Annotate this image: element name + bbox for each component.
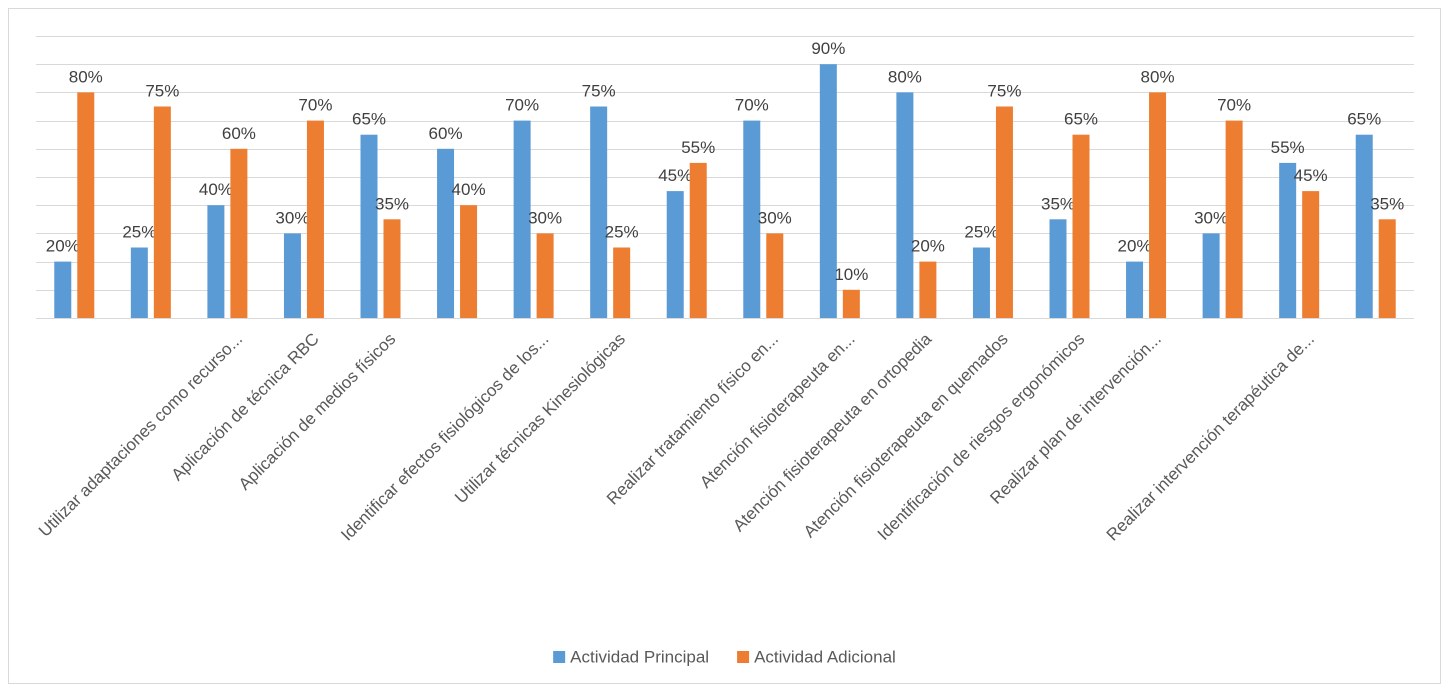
data-label: 20%: [46, 237, 80, 256]
data-label: 60%: [429, 124, 463, 143]
bar: [590, 106, 608, 318]
bar: [360, 134, 378, 318]
bar: [513, 120, 531, 318]
bar: [743, 120, 761, 318]
bar: [972, 247, 990, 318]
bar: [819, 64, 837, 318]
data-label: 25%: [605, 223, 639, 242]
data-label: 65%: [352, 110, 386, 129]
data-label: 35%: [1041, 194, 1075, 213]
data-label: 70%: [1217, 96, 1251, 115]
legend-label: Actividad Principal: [570, 647, 709, 666]
data-label: 70%: [298, 96, 332, 115]
data-label: 30%: [758, 208, 792, 227]
data-label: 30%: [275, 208, 309, 227]
data-label: 10%: [834, 265, 868, 284]
data-label: 40%: [452, 180, 486, 199]
bar: [1225, 120, 1243, 318]
data-label: 20%: [911, 237, 945, 256]
data-label: 55%: [681, 138, 715, 157]
bar: [689, 162, 707, 318]
data-label: 70%: [735, 96, 769, 115]
bar: [666, 191, 684, 318]
data-label: 20%: [1118, 237, 1152, 256]
bar: [1126, 261, 1144, 318]
bar: [896, 92, 914, 319]
data-label: 65%: [1064, 110, 1098, 129]
data-label: 70%: [505, 96, 539, 115]
bar: [1378, 219, 1396, 318]
data-label: 45%: [1294, 166, 1328, 185]
data-label: 65%: [1347, 110, 1381, 129]
data-label: 80%: [69, 67, 103, 86]
bar: [153, 106, 171, 318]
data-label: 90%: [811, 39, 845, 58]
legend-swatch: [553, 651, 566, 663]
bar: [919, 261, 937, 318]
bar: [130, 247, 148, 318]
bar: [207, 205, 225, 318]
bar: [1355, 134, 1373, 318]
bar: [437, 148, 455, 318]
bar: [613, 247, 631, 318]
data-label: 30%: [1194, 208, 1228, 227]
bar: [77, 92, 95, 319]
bar: [995, 106, 1013, 318]
bar: [842, 289, 860, 318]
bar: [54, 261, 72, 318]
legend-swatch: [737, 651, 750, 663]
bar: [1302, 191, 1320, 318]
bar: [383, 219, 401, 318]
bar: [766, 233, 784, 318]
bar: [1149, 92, 1167, 319]
data-label: 35%: [1370, 194, 1404, 213]
bar: [1049, 219, 1067, 318]
bar: [1279, 162, 1297, 318]
data-label: 25%: [964, 223, 998, 242]
data-label: 75%: [145, 82, 179, 101]
data-label: 80%: [1141, 67, 1175, 86]
data-label: 75%: [987, 82, 1021, 101]
legend-label: Actividad Adicional: [754, 647, 896, 666]
data-label: 60%: [222, 124, 256, 143]
data-label: 45%: [658, 166, 692, 185]
bar: [460, 205, 478, 318]
bar: [230, 148, 248, 318]
data-label: 40%: [199, 180, 233, 199]
data-label: 80%: [888, 67, 922, 86]
bar: [1072, 134, 1090, 318]
data-label: 55%: [1271, 138, 1305, 157]
data-label: 30%: [528, 208, 562, 227]
bar: [283, 233, 301, 318]
data-label: 75%: [582, 82, 616, 101]
data-label: 25%: [122, 223, 156, 242]
data-label: 35%: [375, 194, 409, 213]
bar: [306, 120, 324, 318]
bar: [536, 233, 554, 318]
bar: [1202, 233, 1220, 318]
